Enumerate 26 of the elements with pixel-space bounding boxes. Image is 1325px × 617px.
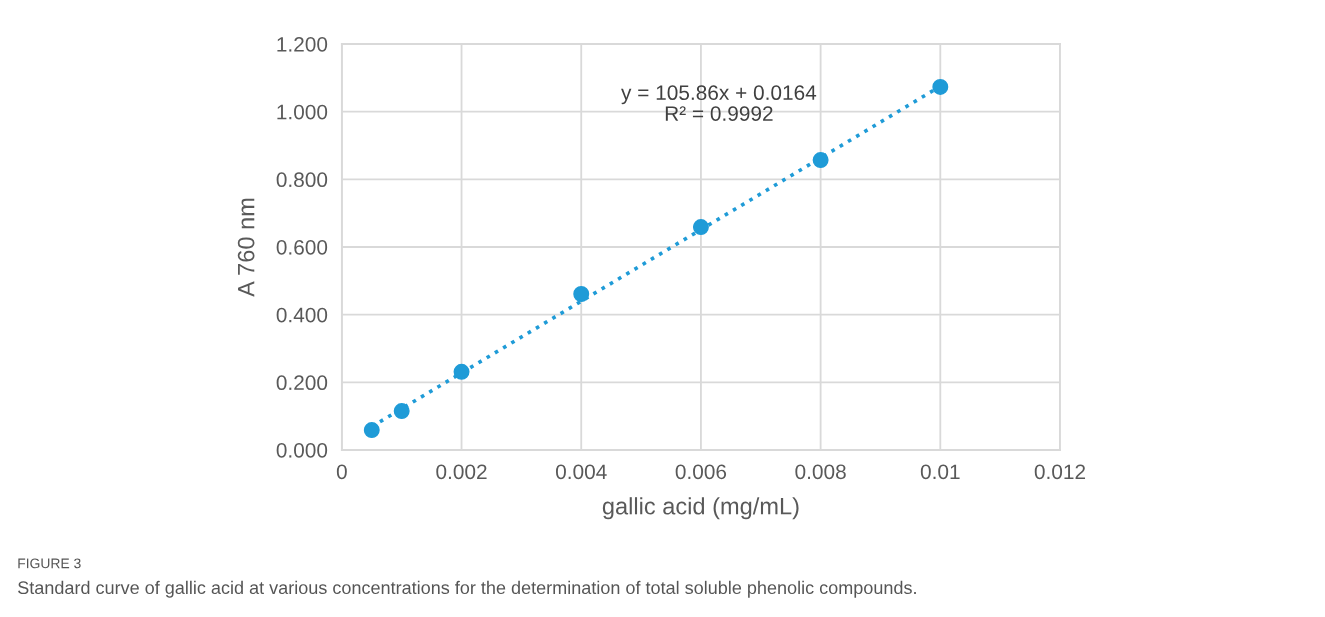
x-tick-label: 0 xyxy=(336,464,347,480)
y-tick-label: 0.600 xyxy=(276,239,328,255)
x-tick-label: 0.01 xyxy=(920,464,960,480)
point xyxy=(692,219,709,236)
point xyxy=(812,152,829,169)
y-tick-label: 0.800 xyxy=(276,172,328,188)
x-axis-title: gallic acid (mg/mL) xyxy=(602,497,799,520)
point xyxy=(932,78,949,95)
y-tick-label: 0.400 xyxy=(276,307,328,323)
text: Standard curve of gallic acid at various concentrations for the determination of total soluble phenolic compounds. xyxy=(18,580,916,598)
annotation: y = 105.86x + 0.0164 R² = 0.9992 xyxy=(621,85,817,121)
x-tick-label: 0.008 xyxy=(795,464,846,480)
caption: FIGURE 3 xyxy=(18,558,81,569)
point xyxy=(393,403,410,420)
y-tick-label: 1.000 xyxy=(277,104,328,120)
y-tick-label: 0.000 xyxy=(276,442,328,458)
point xyxy=(573,286,590,302)
y-axis-title: A 760 nm xyxy=(237,198,255,297)
x-tick-label: 0.002 xyxy=(436,464,487,480)
x-tick-label: 0.006 xyxy=(675,464,727,480)
y-tick-label: 1.200 xyxy=(277,36,328,52)
x-tick-label: 0.004 xyxy=(555,464,607,480)
x-tick-label: 0.012 xyxy=(1034,464,1086,480)
point xyxy=(453,363,470,380)
y-tick-label: 0.200 xyxy=(276,375,328,391)
point xyxy=(363,422,380,438)
